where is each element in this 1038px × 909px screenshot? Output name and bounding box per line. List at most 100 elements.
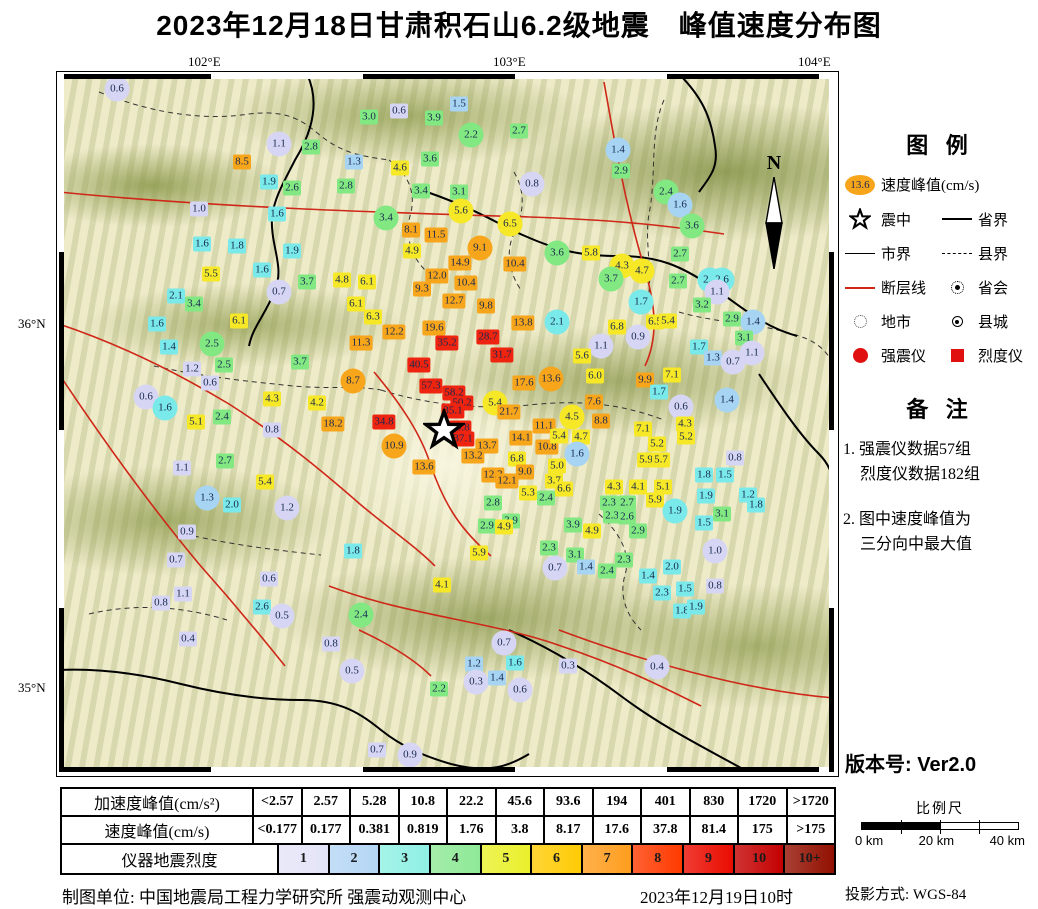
station-marker[interactable]: 4.9 xyxy=(583,523,601,539)
station-marker[interactable]: 12.7 xyxy=(442,293,466,309)
station-marker[interactable]: 2.0 xyxy=(223,497,241,513)
station-marker[interactable]: 3.1 xyxy=(713,506,731,522)
station-marker[interactable]: 1.2 xyxy=(183,361,201,377)
station-marker[interactable]: 2.1 xyxy=(544,309,570,335)
station-marker[interactable]: 11.1 xyxy=(532,418,556,434)
station-marker[interactable]: 5.4 xyxy=(659,313,677,329)
station-marker[interactable]: 6.5 xyxy=(497,211,523,237)
station-marker[interactable]: 8.5 xyxy=(233,154,251,170)
station-marker[interactable]: 1.4 xyxy=(160,339,178,355)
station-marker[interactable]: 1.8 xyxy=(228,238,246,254)
station-marker[interactable]: 14.1 xyxy=(509,430,533,446)
station-marker[interactable]: 1.6 xyxy=(148,316,166,332)
station-marker[interactable]: 9.1 xyxy=(467,235,493,261)
station-marker[interactable]: 1.1 xyxy=(588,333,614,359)
station-marker[interactable]: 6.1 xyxy=(347,296,365,312)
station-marker[interactable]: 0.8 xyxy=(519,171,545,197)
station-marker[interactable]: 2.5 xyxy=(199,331,225,357)
station-marker[interactable]: 28.7 xyxy=(476,329,500,345)
station-marker[interactable]: 2.4 xyxy=(598,563,616,579)
station-marker[interactable]: 2.1 xyxy=(167,288,185,304)
station-marker[interactable]: 0.7 xyxy=(368,742,386,758)
station-marker[interactable]: 17.6 xyxy=(512,375,536,391)
station-marker[interactable]: 1.4 xyxy=(488,670,506,686)
station-marker[interactable]: 7.1 xyxy=(663,367,681,383)
station-marker[interactable]: 3.9 xyxy=(425,110,443,126)
station-marker[interactable]: 2.3 xyxy=(603,508,621,524)
station-marker[interactable]: 2.6 xyxy=(253,599,271,615)
station-marker[interactable]: 5.6 xyxy=(448,198,474,224)
station-marker[interactable]: 1.7 xyxy=(690,339,708,355)
station-marker[interactable]: 5.9 xyxy=(637,452,655,468)
station-marker[interactable]: 2.8 xyxy=(337,178,355,194)
station-marker[interactable]: 2.4 xyxy=(537,490,555,506)
station-marker[interactable]: 4.3 xyxy=(263,391,281,407)
station-marker[interactable]: 10.9 xyxy=(381,433,407,459)
station-marker[interactable]: 0.5 xyxy=(339,658,365,684)
station-marker[interactable]: 10.4 xyxy=(503,256,527,272)
station-marker[interactable]: 19.6 xyxy=(422,320,446,336)
station-marker[interactable]: 2.4 xyxy=(213,409,231,425)
station-marker[interactable]: 2.9 xyxy=(612,163,630,179)
station-marker[interactable]: 8.7 xyxy=(340,368,366,394)
station-marker[interactable]: 0.7 xyxy=(167,552,185,568)
station-marker[interactable]: 0.9 xyxy=(625,324,651,350)
station-marker[interactable]: 2.6 xyxy=(618,509,636,525)
station-marker[interactable]: 4.7 xyxy=(572,429,590,445)
station-marker[interactable]: 1.1 xyxy=(739,340,765,366)
station-marker[interactable]: 1.5 xyxy=(716,467,734,483)
station-marker[interactable]: 12.1 xyxy=(495,473,519,489)
station-marker[interactable]: 0.4 xyxy=(644,654,670,680)
station-marker[interactable]: 9.0 xyxy=(516,464,534,480)
station-marker[interactable]: 4.6 xyxy=(391,160,409,176)
station-marker[interactable]: 0.7 xyxy=(266,279,292,305)
station-marker[interactable]: 1.6 xyxy=(152,395,178,421)
station-marker[interactable]: 3.4 xyxy=(412,183,430,199)
station-marker[interactable]: 7.6 xyxy=(585,394,603,410)
station-marker[interactable]: 2.0 xyxy=(663,559,681,575)
station-marker[interactable]: 7.1 xyxy=(634,421,652,437)
station-marker[interactable]: 1.9 xyxy=(662,498,688,524)
station-marker[interactable]: 2.2 xyxy=(458,122,484,148)
station-marker[interactable]: 5.6 xyxy=(573,348,591,364)
station-marker[interactable]: 1.9 xyxy=(687,599,705,615)
station-marker[interactable]: 0.5 xyxy=(269,603,295,629)
station-marker[interactable]: 2.9 xyxy=(478,518,496,534)
station-marker[interactable]: 1.6 xyxy=(667,192,693,218)
station-marker[interactable]: 0.3 xyxy=(559,658,577,674)
station-marker[interactable]: 31.7 xyxy=(490,347,514,363)
station-marker[interactable]: 1.6 xyxy=(506,655,524,671)
station-marker[interactable]: 5.7 xyxy=(652,452,670,468)
station-marker[interactable]: 2.7 xyxy=(618,495,636,511)
station-marker[interactable]: 2.3 xyxy=(600,495,618,511)
station-marker[interactable]: 1.7 xyxy=(650,384,668,400)
station-marker[interactable]: 35.2 xyxy=(435,335,459,351)
station-marker[interactable]: 0.8 xyxy=(322,636,340,652)
station-marker[interactable]: 35.1 xyxy=(441,403,465,419)
station-marker[interactable]: 5.0 xyxy=(548,458,566,474)
station-marker[interactable]: 2.8 xyxy=(484,495,502,511)
station-marker[interactable]: 4.8 xyxy=(333,272,351,288)
map-canvas[interactable]: N 0.6 1.1 2.8 8.5 1.9 2.6 1.0 1.6 1.6 1.8 1.9 5.5 1.… xyxy=(59,74,834,772)
station-marker[interactable]: 0.3 xyxy=(463,669,489,695)
station-marker[interactable]: 2.7 xyxy=(216,453,234,469)
station-marker[interactable]: 57.3 xyxy=(419,378,443,394)
station-marker[interactable]: 9.3 xyxy=(413,281,431,297)
station-marker[interactable]: 1.6 xyxy=(268,206,286,222)
station-marker[interactable]: 0.4 xyxy=(179,631,197,647)
station-marker[interactable]: 5.3 xyxy=(519,485,537,501)
station-marker[interactable]: 5.2 xyxy=(648,436,666,452)
station-marker[interactable]: 12.0 xyxy=(425,268,449,284)
station-marker[interactable]: 1.0 xyxy=(702,538,728,564)
station-marker[interactable]: 2.7 xyxy=(510,123,528,139)
station-marker[interactable]: 2.3 xyxy=(540,540,558,556)
station-marker[interactable]: 34.8 xyxy=(372,414,396,430)
station-marker[interactable]: 1.7 xyxy=(628,289,654,315)
station-marker[interactable]: 40.5 xyxy=(407,357,431,373)
station-marker[interactable]: 1.6 xyxy=(564,441,590,467)
station-marker[interactable]: 0.6 xyxy=(390,103,408,119)
station-marker[interactable]: 6.3 xyxy=(364,309,382,325)
station-marker[interactable]: 0.8 xyxy=(263,422,281,438)
station-marker[interactable]: 1.9 xyxy=(697,488,715,504)
station-marker[interactable]: 1.4 xyxy=(740,309,766,335)
